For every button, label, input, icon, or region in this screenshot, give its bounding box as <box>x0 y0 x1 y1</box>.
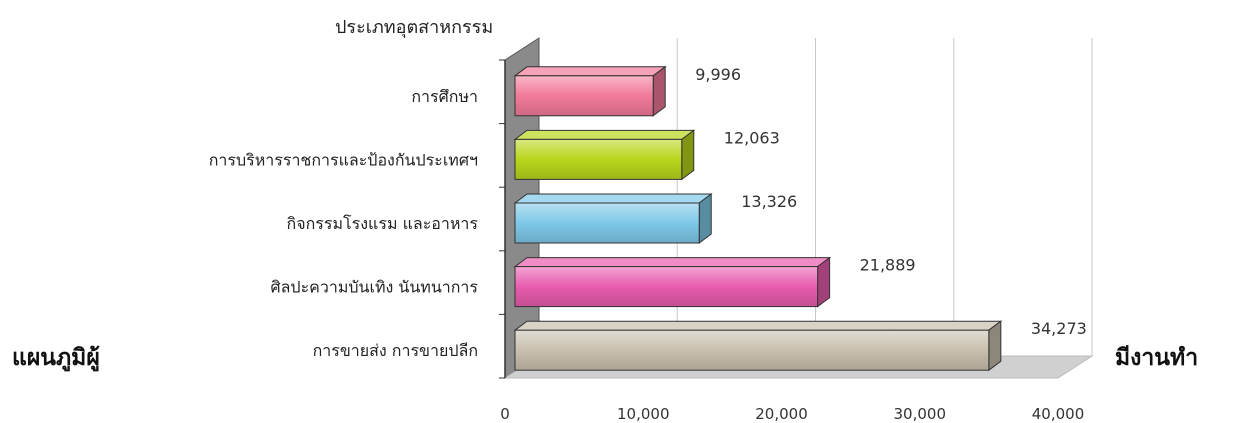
bar-2 <box>514 202 700 244</box>
category-label-3: ศิลปะความบันเทิง นันทนาการ <box>270 278 478 297</box>
x-tick-label-0: 0 <box>500 405 510 423</box>
bar-top-0 <box>513 66 667 77</box>
x-tick-label-4: 40,000 <box>1032 405 1085 423</box>
category-label-2: กิจกรรมโรงแรม และอาหาร <box>287 214 479 233</box>
bar-top-3 <box>513 257 832 268</box>
side-text-right: มีงานทำ <box>1115 345 1199 371</box>
category-label-1: การบริหารราชการและป้องกันประเทศฯ <box>209 150 478 169</box>
data-label-4: 34,273 <box>1031 319 1087 338</box>
bar-side-2 <box>698 193 712 244</box>
bar-0 <box>514 75 654 117</box>
bar-4 <box>514 329 990 371</box>
x-tick-label-1: 10,000 <box>617 405 670 423</box>
side-text-left: แผนภูมิผู้ <box>12 345 100 371</box>
bar-side-4 <box>988 320 1002 372</box>
x-tick-label-2: 20,000 <box>755 405 808 423</box>
data-label-0: 9,996 <box>695 65 741 84</box>
data-label-2: 13,326 <box>741 192 797 211</box>
x-tick-label-3: 30,000 <box>894 405 947 423</box>
y-axis-title: ประเภทอุตสาหกรรม <box>335 17 493 38</box>
bar-3 <box>514 266 819 308</box>
bar-side-1 <box>681 129 695 181</box>
category-label-0: การศึกษา <box>411 87 478 106</box>
bar-top-1 <box>513 129 696 140</box>
bar-top-2 <box>513 193 713 204</box>
bar-side-0 <box>652 65 666 117</box>
bar-1 <box>514 138 683 180</box>
bar-side-3 <box>817 256 831 308</box>
data-label-1: 12,063 <box>724 128 780 147</box>
bar-top-4 <box>513 320 1003 331</box>
data-label-3: 21,889 <box>860 256 916 275</box>
category-label-4: การขายส่ง การขายปลีก <box>313 341 478 360</box>
